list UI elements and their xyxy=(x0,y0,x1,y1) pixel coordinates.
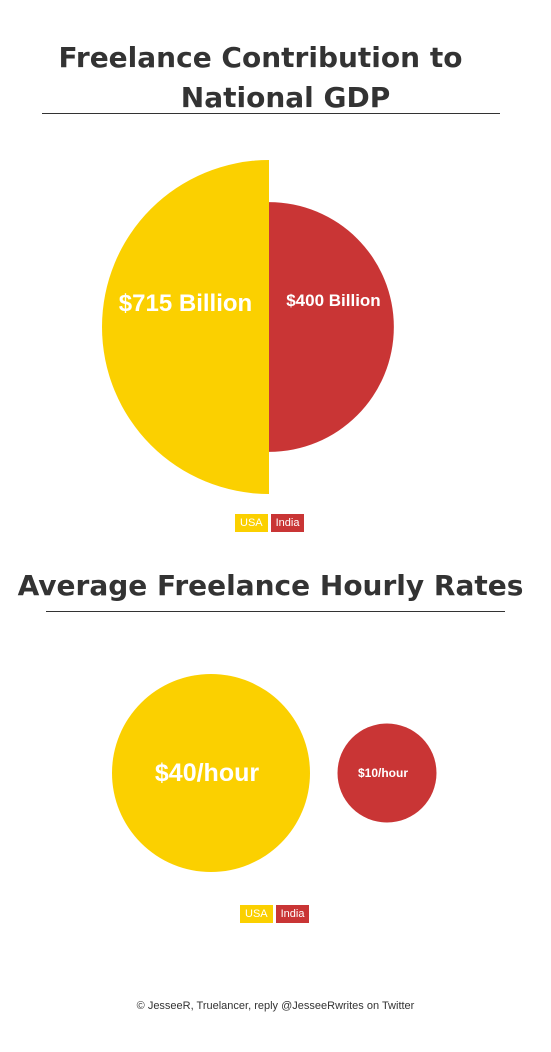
gdp-usa-half-circle xyxy=(102,160,269,494)
gdp-title-line-1: Freelance Contribution to xyxy=(58,41,463,74)
gdp-chart: $715 Billion $400 Billion xyxy=(102,160,394,494)
gdp-india-half-circle xyxy=(269,202,394,452)
rate-usa-value-label: $40/hour xyxy=(155,759,259,787)
gdp-india-value-label: $400 Billion xyxy=(286,291,380,310)
gdp-usa-value-label: $715 Billion xyxy=(119,290,252,317)
gdp-title-line-2: National GDP xyxy=(180,81,391,114)
legend-usa: USA xyxy=(235,514,268,532)
rates-title-divider xyxy=(46,611,505,612)
legend-usa: USA xyxy=(240,905,273,923)
rate-usa-circle xyxy=(112,674,310,872)
rates-legend: USA India xyxy=(240,905,310,923)
rate-india-value-label: $10/hour xyxy=(358,766,408,780)
gdp-chart-title: Freelance Contribution to National GDP xyxy=(0,38,551,118)
legend-india: India xyxy=(275,905,310,923)
legend-india: India xyxy=(270,514,305,532)
rates-chart: $40/hour $10/hour xyxy=(112,674,437,872)
gdp-title-divider xyxy=(42,113,500,114)
rates-chart-title: Average Freelance Hourly Rates xyxy=(17,569,524,602)
footer-credit: © JesseeR, Truelancer, reply @JesseeRwri… xyxy=(136,1000,415,1012)
rate-india-circle xyxy=(337,723,437,823)
gdp-legend: USA India xyxy=(235,514,305,532)
